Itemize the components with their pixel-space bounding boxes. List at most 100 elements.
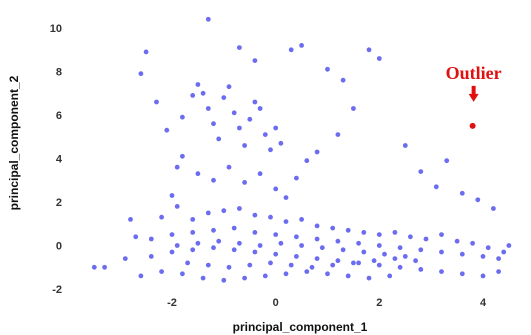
down-arrow-icon: [468, 85, 479, 102]
data-point: [252, 249, 258, 255]
data-point: [273, 232, 279, 238]
data-point: [180, 114, 185, 120]
data-point: [180, 271, 185, 277]
data-points: [91, 16, 512, 283]
data-point: [268, 214, 273, 220]
data-point: [491, 206, 496, 211]
data-point: [148, 254, 154, 259]
outlier-label: Outlier: [446, 63, 502, 83]
data-point: [252, 58, 258, 63]
y-tick-label: 4: [56, 154, 63, 166]
data-point: [257, 243, 263, 248]
data-point: [345, 227, 351, 233]
data-point: [371, 258, 377, 264]
data-point: [366, 47, 372, 53]
x-tick-label: 2: [376, 297, 382, 309]
y-axis-title: principal_component_2: [7, 75, 21, 210]
y-tick-labels: -2 0 2 4 6 8 10: [50, 23, 63, 296]
data-point: [418, 247, 424, 253]
data-point: [273, 125, 279, 131]
data-point: [231, 110, 237, 116]
data-point: [190, 217, 196, 222]
data-point: [340, 77, 346, 83]
data-point: [459, 190, 465, 196]
outlier-point: [469, 122, 476, 129]
data-point: [169, 232, 175, 238]
data-point: [335, 258, 341, 264]
data-point: [294, 254, 299, 259]
data-point: [211, 227, 216, 233]
data-point: [439, 232, 444, 238]
data-point: [278, 240, 284, 246]
data-point: [283, 195, 289, 201]
data-point: [278, 140, 284, 146]
data-point: [309, 264, 315, 270]
data-point: [366, 275, 372, 281]
data-point: [325, 271, 330, 277]
data-point: [408, 234, 413, 240]
data-point: [242, 275, 248, 281]
data-point: [216, 238, 222, 244]
x-tick-label: 0: [273, 297, 279, 309]
data-point: [237, 206, 242, 211]
data-point: [200, 275, 206, 281]
data-point: [252, 99, 258, 105]
data-point: [164, 127, 170, 133]
data-point: [314, 149, 320, 155]
data-point: [185, 260, 191, 266]
data-point: [257, 106, 263, 111]
data-point: [392, 230, 398, 235]
data-point: [480, 273, 486, 279]
data-point: [335, 238, 341, 244]
data-point: [351, 106, 356, 111]
data-point: [138, 273, 144, 279]
data-point: [361, 249, 367, 255]
data-point: [195, 240, 201, 246]
data-point: [470, 240, 475, 246]
data-point: [195, 82, 201, 87]
data-point: [356, 240, 361, 246]
data-point: [252, 212, 258, 218]
data-point: [444, 158, 450, 164]
data-point: [257, 171, 263, 177]
data-point: [205, 106, 211, 111]
data-point: [154, 99, 159, 105]
data-point: [345, 273, 351, 279]
data-point: [299, 217, 304, 222]
data-point: [174, 243, 180, 248]
data-point: [200, 90, 206, 96]
data-point: [268, 147, 273, 153]
data-point: [454, 238, 460, 244]
data-point: [485, 245, 491, 251]
y-tick-label: -2: [52, 284, 62, 296]
data-point: [459, 271, 465, 277]
data-point: [319, 245, 325, 251]
data-point: [242, 143, 248, 148]
data-point: [273, 251, 279, 257]
data-point: [294, 234, 299, 240]
data-point: [439, 269, 444, 274]
data-point: [211, 245, 216, 251]
data-point: [180, 153, 185, 159]
data-point: [262, 273, 268, 279]
data-point: [382, 251, 387, 257]
data-point: [288, 47, 294, 53]
data-point: [351, 260, 356, 266]
data-point: [376, 243, 382, 248]
data-point: [402, 254, 408, 259]
data-point: [252, 230, 258, 235]
data-point: [506, 243, 512, 248]
data-point: [174, 164, 180, 170]
data-point: [283, 219, 289, 225]
data-point: [496, 269, 501, 274]
data-point: [325, 66, 330, 72]
x-tick-label: 4: [480, 297, 487, 309]
data-point: [247, 262, 253, 268]
data-point: [231, 225, 237, 231]
data-point: [418, 169, 424, 175]
data-point: [221, 95, 227, 100]
data-point: [169, 193, 175, 198]
data-point: [459, 251, 465, 257]
data-point: [133, 234, 139, 240]
